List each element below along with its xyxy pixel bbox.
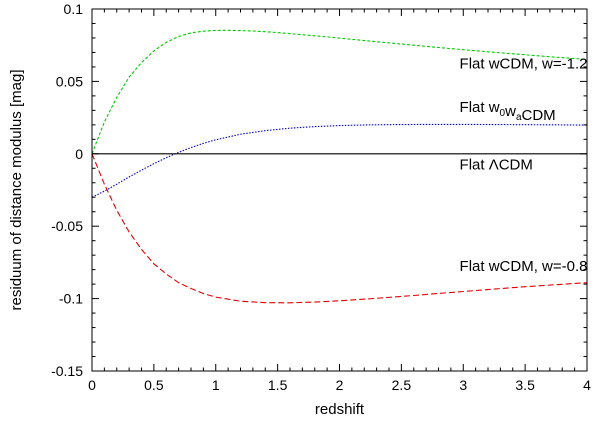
y-tick-label: 0 [75,146,83,162]
x-tick-label: 1 [212,377,220,393]
y-tick-label: 0.05 [56,73,83,89]
x-tick-label: 0 [88,377,96,393]
x-axis-title: redshift [315,401,365,418]
x-tick-label: 3 [459,377,467,393]
y-tick-label: -0.05 [51,218,83,234]
y-tick-label: 0.1 [64,1,84,17]
x-tick-label: 4 [583,377,591,393]
axes-layer: 0 0.5 1 1.5 2 2.5 3 3.5 4 -0.15 -0.1 -0.05 0 0.05 0.1 [51,1,591,393]
series-line-1: Flat w0waCDM [91,123,588,198]
annotation-wcdm-w-0-8: Flat wCDM, w=-0.8 [460,258,588,275]
annotation-layer: Flat wCDM, w=-1.2 Flat w0waCDM Flat ΛCDM Fl… [460,55,588,275]
x-tick-label: 3.5 [515,377,535,393]
x-tick-label: 0.5 [144,377,164,393]
x-tick-label: 2 [336,377,344,393]
y-tick-label: -0.1 [59,291,83,307]
annotation-w0wacdm: Flat w0waCDM [460,99,556,124]
series-line-0: Flat wCDM, w=-1.2 [91,29,588,154]
x-tick-label: 2.5 [392,377,412,393]
series-line-3: Flat wCDM, w=-0.8 [91,153,588,304]
x-tick-label: 1.5 [268,377,288,393]
y-axis-title: residuum of distance modulus [mag] [8,70,25,311]
y-tick-label: -0.15 [51,363,83,379]
annotation-lcdm: Flat ΛCDM [460,157,533,174]
annotation-wcdm-w-1-2: Flat wCDM, w=-1.2 [460,55,588,72]
